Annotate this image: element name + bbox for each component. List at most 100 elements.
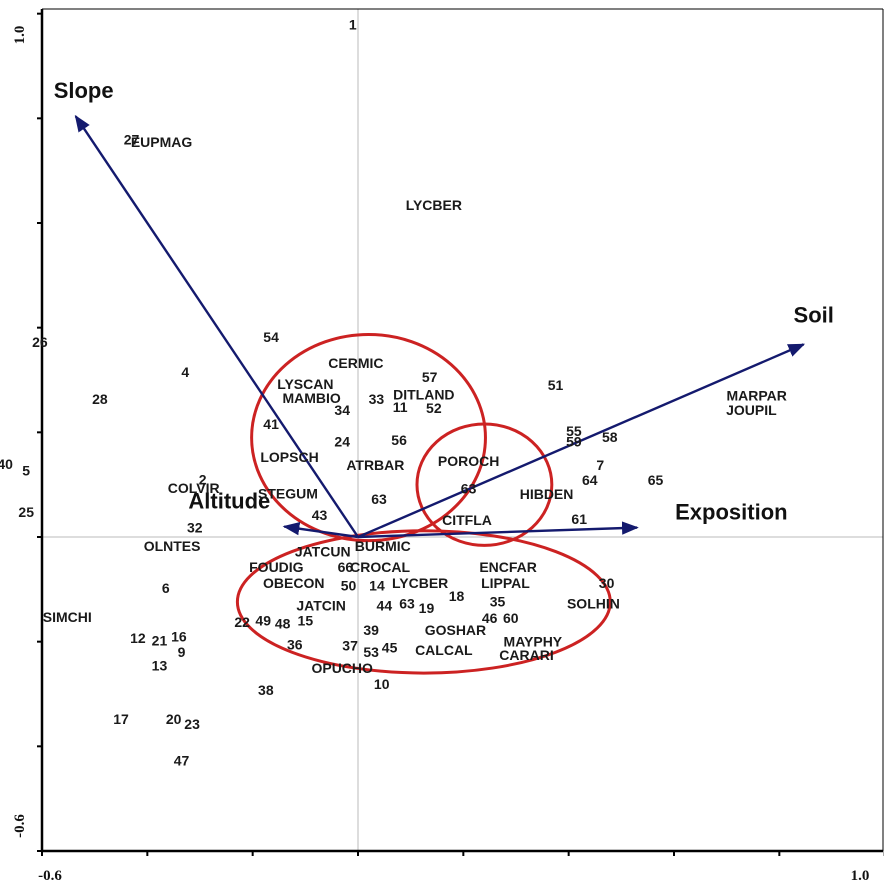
site-label: 55 bbox=[566, 423, 582, 439]
species-label: MAMBIO bbox=[282, 390, 340, 406]
site-label: 20 bbox=[166, 711, 182, 727]
site-label: 19 bbox=[419, 600, 435, 616]
site-label: 35 bbox=[490, 594, 506, 610]
site-label: 30 bbox=[599, 575, 615, 591]
vector-label-altitude: Altitude bbox=[188, 489, 270, 514]
species-label: SIMCHI bbox=[43, 609, 92, 625]
species-label: OBECON bbox=[263, 575, 324, 591]
site-label: 10 bbox=[374, 676, 390, 692]
site-label: 65 bbox=[648, 472, 664, 488]
vector-altitude bbox=[282, 522, 359, 539]
site-label: 16 bbox=[171, 629, 187, 645]
site-label: 28 bbox=[92, 391, 108, 407]
y-tick-label-top: 1.0 bbox=[12, 26, 28, 45]
species-label: STEGUM bbox=[258, 485, 318, 501]
site-label: 47 bbox=[174, 753, 190, 769]
site-label: 23 bbox=[184, 716, 200, 732]
site-label: 46 bbox=[482, 610, 498, 626]
species-label: LYSCAN bbox=[277, 376, 333, 392]
site-label: 26 bbox=[32, 334, 48, 350]
x-tick-label-right: 1.0 bbox=[851, 868, 870, 884]
species-label: SOLHIN bbox=[567, 596, 620, 612]
site-label: 49 bbox=[255, 612, 271, 628]
site-label: 59 bbox=[566, 434, 582, 450]
site-label: 50 bbox=[341, 577, 357, 593]
site-label: 1 bbox=[349, 16, 357, 32]
species-label: CITFLA bbox=[442, 512, 492, 528]
species-label: LIPPAL bbox=[481, 575, 530, 591]
site-label: 4 bbox=[181, 364, 189, 380]
site-label: 6 bbox=[162, 580, 170, 596]
site-label: 52 bbox=[426, 400, 442, 416]
site-label: 27 bbox=[124, 132, 140, 148]
vector-label-exposition: Exposition bbox=[675, 500, 787, 525]
species-label: DITLAND bbox=[393, 386, 454, 402]
environmental-vectors: Slope Soil Exposition Altitude bbox=[54, 78, 834, 539]
vector-soil bbox=[357, 343, 806, 539]
site-label: 41 bbox=[263, 416, 279, 432]
site-label: 63 bbox=[371, 491, 387, 507]
site-label: 25 bbox=[18, 504, 34, 520]
site-label: 12 bbox=[130, 630, 146, 646]
site-label: 44 bbox=[377, 597, 393, 613]
site-label: 64 bbox=[582, 472, 598, 488]
group-ellipse-1 bbox=[250, 332, 487, 543]
site-label: 34 bbox=[334, 402, 350, 418]
group-ellipse-2 bbox=[415, 422, 554, 547]
site-label: 63 bbox=[399, 596, 415, 612]
species-label: COLVIR bbox=[168, 480, 220, 496]
vector-label-slope: Slope bbox=[54, 78, 114, 103]
site-label: 15 bbox=[298, 612, 314, 628]
species-label: OLNTES bbox=[144, 538, 201, 554]
site-label: 57 bbox=[422, 369, 438, 385]
site-label: 5 bbox=[22, 462, 30, 478]
species-label: JATCUN bbox=[295, 543, 351, 559]
species-label: LOPSCH bbox=[260, 449, 318, 465]
species-label: JATCIN bbox=[296, 597, 346, 613]
site-label: 14 bbox=[369, 577, 385, 593]
site-label: 2 bbox=[199, 472, 207, 488]
site-label: 60 bbox=[503, 610, 519, 626]
site-label: 18 bbox=[449, 588, 465, 604]
site-label: 63 bbox=[461, 481, 477, 497]
group-ellipse-3 bbox=[235, 529, 612, 675]
site-label: 13 bbox=[152, 657, 168, 673]
x-tick-label-left: -0.6 bbox=[38, 868, 62, 884]
site-label: 36 bbox=[287, 637, 303, 653]
site-label: 54 bbox=[263, 329, 279, 345]
y-tick-label-bottom: -0.6 bbox=[12, 814, 28, 838]
species-label: CERMIC bbox=[328, 355, 383, 371]
site-label: 43 bbox=[312, 507, 328, 523]
site-label: 53 bbox=[363, 644, 379, 660]
species-label: ENCFAR bbox=[479, 559, 537, 575]
site-label: 48 bbox=[275, 616, 291, 632]
zero-lines bbox=[42, 9, 883, 851]
species-label: LYCBER bbox=[392, 575, 448, 591]
site-label: 7 bbox=[596, 457, 604, 473]
species-label: BURMIC bbox=[355, 538, 411, 554]
species-label: JOUPIL bbox=[726, 402, 777, 418]
site-label: 17 bbox=[113, 711, 129, 727]
species-label: LYCBER bbox=[406, 197, 462, 213]
site-label: 22 bbox=[234, 614, 250, 630]
site-label: 51 bbox=[548, 377, 564, 393]
site-label: 66 bbox=[338, 559, 354, 575]
species-label: FOUDIG bbox=[249, 559, 304, 575]
site-label: 38 bbox=[258, 682, 274, 698]
vector-slope bbox=[74, 114, 359, 538]
site-label: 9 bbox=[178, 644, 186, 660]
species-label: MAYPHY bbox=[504, 633, 563, 649]
vector-exposition bbox=[357, 521, 639, 539]
site-label: 24 bbox=[334, 434, 350, 450]
site-label: 45 bbox=[382, 640, 398, 656]
site-label: 32 bbox=[187, 519, 203, 535]
site-label: 39 bbox=[363, 622, 379, 638]
species-label: GOSHAR bbox=[425, 622, 486, 638]
species-label: CALCAL bbox=[415, 642, 473, 658]
site-label: 21 bbox=[152, 632, 168, 648]
species-label: HIBDEN bbox=[520, 486, 574, 502]
species-label: MARPAR bbox=[726, 387, 786, 403]
